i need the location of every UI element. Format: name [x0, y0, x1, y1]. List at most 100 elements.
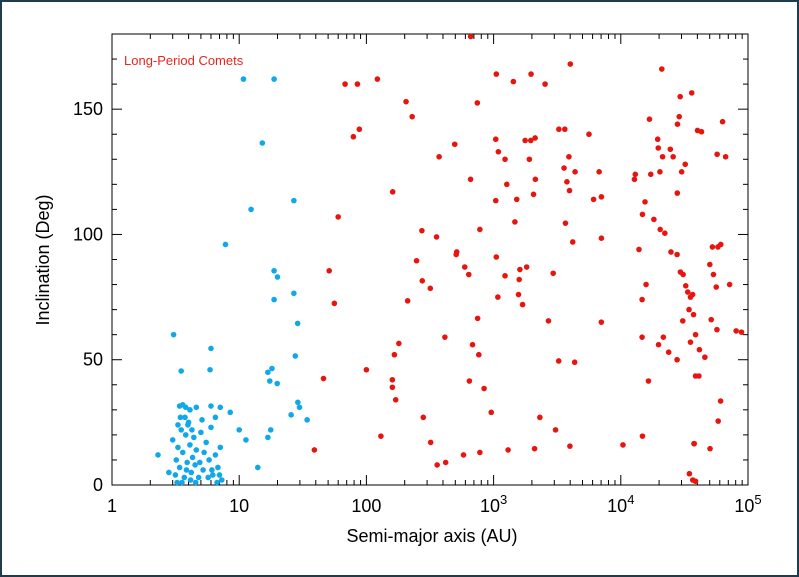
data-point: [350, 133, 357, 140]
data-point: [481, 385, 487, 392]
data-point: [531, 445, 538, 452]
data-point: [555, 358, 562, 364]
data-point: [488, 409, 495, 416]
data-point: [569, 239, 576, 245]
data-point: [528, 71, 534, 77]
data-point: [389, 384, 396, 391]
data-point: [713, 284, 720, 290]
data-point: [403, 98, 409, 105]
data-point: [646, 116, 653, 122]
data-point: [654, 136, 661, 143]
data-point: [639, 334, 645, 340]
data-point: [363, 366, 370, 373]
y-tick-label: 50: [83, 350, 103, 370]
data-point: [434, 462, 440, 468]
data-point: [495, 294, 501, 300]
data-point: [474, 315, 481, 322]
annotation-long-period-comets: Long-Period Comets: [124, 53, 244, 68]
data-point: [714, 151, 720, 158]
data-point: [678, 169, 685, 175]
data-point: [200, 467, 206, 473]
data-point: [550, 270, 556, 277]
data-point: [694, 127, 701, 134]
data-point: [291, 290, 297, 297]
data-point: [169, 437, 176, 443]
data-point: [590, 196, 597, 203]
data-point: [722, 153, 729, 160]
data-point: [562, 126, 568, 133]
data-point: [248, 206, 254, 213]
data-point: [198, 429, 204, 436]
data-point: [442, 334, 448, 340]
data-point: [676, 113, 683, 120]
data-point: [274, 380, 281, 387]
data-point: [657, 226, 663, 233]
x-tick-label: 1: [107, 496, 117, 516]
data-point: [684, 289, 691, 295]
data-point: [331, 300, 338, 307]
data-point: [566, 153, 572, 160]
data-point: [217, 404, 224, 411]
data-point: [427, 439, 434, 446]
data-point: [193, 447, 200, 453]
data-point: [714, 326, 720, 333]
data-point: [326, 267, 333, 274]
data-point: [733, 328, 739, 334]
data-point: [304, 417, 310, 423]
data-point: [208, 424, 214, 431]
data-point: [477, 449, 483, 456]
data-point: [657, 169, 663, 175]
data-point: [686, 306, 692, 313]
data-point: [187, 407, 193, 413]
data-point: [267, 427, 274, 433]
data-point: [311, 447, 318, 453]
data-point: [266, 378, 273, 384]
data-point: [212, 414, 219, 421]
data-point: [556, 126, 562, 133]
data-point: [185, 422, 191, 428]
data-point: [662, 230, 668, 236]
data-point: [288, 412, 294, 418]
data-point: [715, 418, 721, 424]
data-point: [205, 474, 211, 481]
data-point: [517, 266, 523, 273]
data-point: [519, 301, 526, 308]
series-1-points: [311, 33, 745, 485]
data-point: [184, 459, 190, 466]
data-point: [378, 433, 384, 439]
y-axis-label: Inclination (Deg): [33, 194, 53, 325]
data-point: [176, 464, 183, 471]
data-point: [227, 409, 234, 416]
data-point: [354, 81, 361, 87]
data-point: [215, 464, 221, 471]
data-point: [717, 241, 724, 248]
data-point: [493, 254, 500, 260]
data-point: [631, 176, 638, 183]
y-tick-label: 150: [73, 99, 103, 119]
data-point: [682, 283, 689, 289]
plot-area: [111, 33, 749, 486]
data-point: [216, 472, 223, 478]
data-point: [707, 261, 713, 268]
data-point: [687, 339, 694, 345]
data-point: [178, 427, 185, 433]
data-point: [177, 414, 184, 421]
data-point: [404, 298, 411, 304]
data-point: [561, 165, 567, 171]
data-point: [465, 271, 472, 278]
data-point: [442, 459, 449, 466]
data-point: [586, 131, 592, 138]
data-point: [392, 397, 399, 403]
data-point: [477, 226, 483, 233]
data-point: [389, 376, 396, 383]
data-point: [265, 369, 271, 376]
series-0-points: [155, 76, 310, 486]
data-point: [504, 181, 510, 188]
data-point: [433, 234, 440, 240]
data-point: [651, 216, 657, 223]
data-point: [564, 179, 570, 185]
y-tick-label: 0: [93, 475, 103, 495]
data-point: [567, 61, 574, 67]
data-point: [526, 156, 533, 163]
